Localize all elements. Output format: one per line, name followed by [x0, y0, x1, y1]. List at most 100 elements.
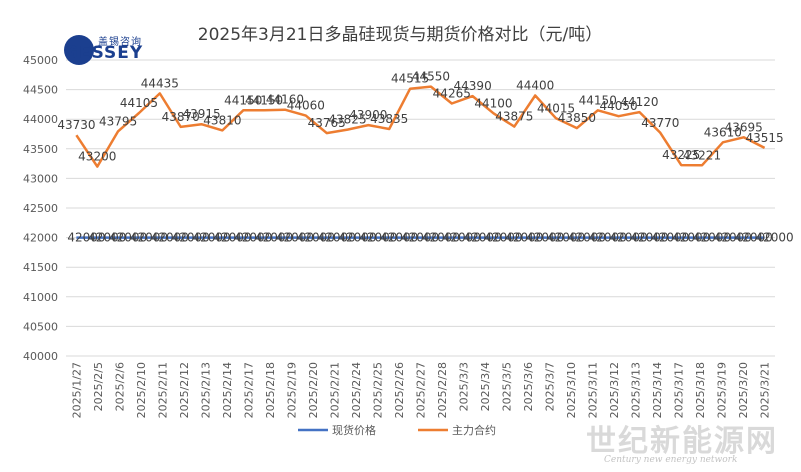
spot-data-label: 42000 [610, 231, 648, 245]
x-tick-label: 2025/2/12 [178, 362, 191, 418]
futures-data-label: 43915 [182, 107, 220, 121]
futures-data-label: 43825 [328, 113, 366, 127]
x-tick-label: 2025/2/13 [200, 362, 213, 418]
x-tick-label: 2025/2/19 [286, 362, 299, 418]
spot-data-label: 42000 [130, 231, 168, 245]
futures-data-label: 44160 [266, 93, 304, 107]
spot-data-label: 42000 [255, 231, 293, 245]
spot-data-label: 42000 [672, 231, 710, 245]
y-tick-label: 43500 [23, 143, 58, 156]
futures-data-label: 43225 [662, 148, 700, 162]
x-axis-ticks: 2025/1/27 2025/2/5 2025/2/6 2025/2/10 2025/2… [71, 362, 772, 418]
futures-data-label: 43900 [349, 108, 387, 122]
futures-data-label: 44515 [391, 72, 429, 86]
futures-data-label: 44150 [579, 93, 617, 107]
futures-data-label: 44150 [224, 93, 262, 107]
x-tick-label: 2025/3/10 [565, 362, 578, 418]
spot-data-label: 42000 [735, 231, 773, 245]
x-tick-label: 2025/2/20 [307, 362, 320, 418]
chart-title: 2025年3月21日多晶硅现货与期货价格对比（元/吨） [198, 25, 602, 45]
futures-data-label: 43730 [57, 118, 95, 132]
futures-data-label: 43835 [370, 112, 408, 126]
y-tick-label: 41500 [23, 261, 58, 274]
gessey-logo-mark [64, 35, 94, 65]
y-tick-label: 44500 [23, 84, 58, 97]
x-tick-label: 2025/3/13 [629, 362, 642, 418]
series-lines [75, 85, 766, 239]
spot-data-label: 42000 [213, 231, 251, 245]
futures-data-label: 44400 [516, 79, 554, 93]
x-tick-label: 2025/2/10 [135, 362, 148, 418]
futures-data-label: 43515 [745, 131, 783, 145]
y-tick-label: 45000 [23, 54, 58, 67]
futures-data-label: 43795 [99, 114, 137, 128]
x-tick-label: 2025/1/27 [71, 362, 84, 418]
x-tick-label: 2025/3/19 [715, 362, 728, 418]
futures-data-label: 44390 [454, 79, 492, 93]
futures-data-label: 43870 [162, 110, 200, 124]
spot-data-label: 42000 [464, 231, 502, 245]
futures-data-label: 44265 [433, 87, 471, 101]
futures-data-label: 44100 [474, 96, 512, 110]
x-tick-label: 2025/3/6 [522, 362, 535, 411]
futures-data-label: 43770 [641, 116, 679, 130]
futures-data-label: 44015 [537, 101, 575, 115]
spot-data-label: 42000 [380, 231, 418, 245]
spot-data-label: 42000 [484, 231, 522, 245]
x-tick-label: 2025/2/26 [393, 362, 406, 418]
spot-data-label: 42000 [67, 231, 105, 245]
x-tick-label: 2025/3/21 [758, 362, 771, 418]
spot-data-label: 42000 [192, 231, 230, 245]
spot-data-label: 42000 [755, 231, 793, 245]
futures-data-label: 43810 [203, 113, 241, 127]
x-tick-label: 2025/3/17 [672, 362, 685, 418]
x-tick-label: 2025/3/11 [586, 362, 599, 418]
x-tick-label: 2025/2/28 [436, 362, 449, 418]
futures-data-label: 44060 [287, 99, 325, 113]
y-tick-label: 42000 [23, 232, 58, 245]
spot-data-label: 42000 [401, 231, 439, 245]
data-labels: 4200042000420004200042000420004200042000… [57, 70, 793, 245]
spot-data-label: 42000 [109, 231, 147, 245]
x-tick-label: 2025/3/5 [500, 362, 513, 411]
futures-data-label: 43875 [495, 110, 533, 124]
y-tick-label: 40000 [23, 350, 58, 363]
x-tick-label: 2025/2/17 [243, 362, 256, 418]
x-tick-label: 2025/2/24 [350, 362, 363, 418]
x-tick-label: 2025/3/3 [457, 362, 470, 411]
futures-data-label: 43695 [725, 120, 763, 134]
spot-data-label: 42000 [234, 231, 272, 245]
legend-label-futures: 主力合约 [452, 423, 496, 437]
futures-data-label: 43221 [683, 148, 721, 162]
spot-data-label: 42000 [714, 231, 752, 245]
spot-data-label: 42000 [359, 231, 397, 245]
x-tick-label: 2025/3/4 [479, 362, 492, 411]
spot-data-label: 42000 [526, 231, 564, 245]
futures-data-label: 44435 [141, 76, 179, 90]
futures-data-label: 44550 [412, 70, 450, 84]
x-tick-label: 2025/2/18 [264, 362, 277, 418]
x-tick-label: 2025/2/27 [415, 362, 428, 418]
watermark-text: 世纪新能源网 [586, 424, 778, 459]
futures-data-label: 43610 [704, 125, 742, 139]
legend-label-spot: 现货价格 [332, 423, 376, 437]
logo-wordmark: GESSEY [64, 43, 144, 63]
spot-data-label: 42000 [318, 231, 356, 245]
x-tick-label: 2025/3/20 [737, 362, 750, 418]
spot-data-label: 42000 [630, 231, 668, 245]
spot-data-label: 42000 [276, 231, 314, 245]
x-tick-label: 2025/3/14 [651, 362, 664, 418]
x-tick-label: 2025/2/21 [329, 362, 342, 418]
spot-data-label: 42000 [651, 231, 689, 245]
x-tick-label: 2025/3/7 [543, 362, 556, 411]
x-tick-label: 2025/2/11 [157, 362, 170, 418]
x-tick-label: 2025/3/12 [608, 362, 621, 418]
y-tick-label: 44000 [23, 113, 58, 126]
logo-top-text: 盖锡咨询 [98, 37, 142, 48]
spot-data-label: 42000 [297, 231, 335, 245]
x-tick-label: 2025/2/25 [372, 362, 385, 418]
spot-data-label: 42000 [422, 231, 460, 245]
spot-data-label: 42000 [88, 231, 126, 245]
spot-data-label: 42000 [505, 231, 543, 245]
spot-data-label: 42000 [338, 231, 376, 245]
